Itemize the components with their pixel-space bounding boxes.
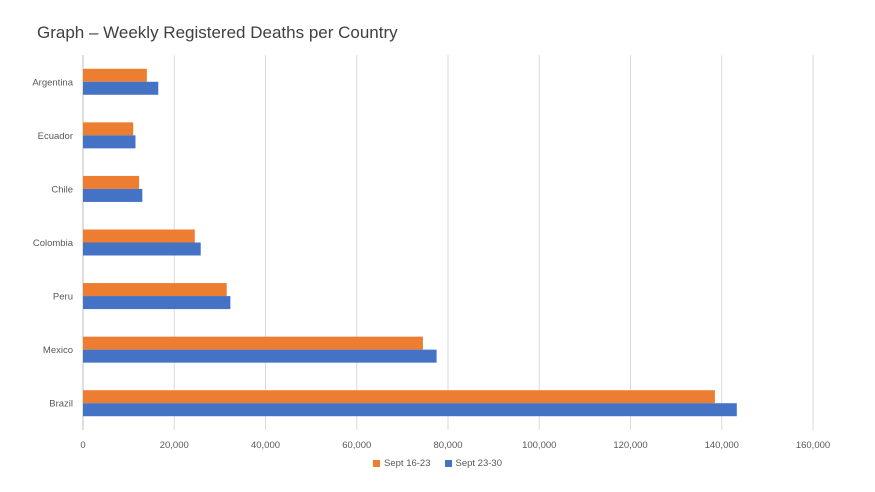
legend-item-sept-16-23: Sept 16-23 <box>373 458 431 469</box>
bar-mexico-sept-23-30 <box>83 349 437 363</box>
x-tick-label-0: 0 <box>80 440 85 451</box>
x-tick-label-40-000: 40,000 <box>251 440 280 451</box>
x-tick-label-100-000: 100,000 <box>522 440 556 451</box>
x-tick-label-80-000: 80,000 <box>433 440 462 451</box>
legend-swatch-sept-23-30 <box>444 460 452 467</box>
y-tick-label-ecuador: Ecuador <box>38 131 73 142</box>
x-tick-label-60-000: 60,000 <box>342 440 371 451</box>
legend-label-sept-23-30: Sept 23-30 <box>455 458 502 469</box>
y-tick-label-chile: Chile <box>51 184 73 195</box>
y-tick-label-mexico: Mexico <box>43 345 73 356</box>
y-tick-label-argentina: Argentina <box>32 77 73 88</box>
x-tick-label-140-000: 140,000 <box>705 440 739 451</box>
x-tick-label-20-000: 20,000 <box>160 440 189 451</box>
bar-peru-sept-23-30 <box>83 296 231 310</box>
y-tick-label-colombia: Colombia <box>33 238 74 249</box>
bar-argentina-sept-23-30 <box>83 81 159 95</box>
bar-colombia-sept-23-30 <box>83 242 201 256</box>
legend-label-sept-16-23: Sept 16-23 <box>384 458 431 469</box>
x-tick-label-120-000: 120,000 <box>613 440 647 451</box>
bar-chile-sept-16-23 <box>83 175 140 189</box>
chart-title: Graph – Weekly Registered Deaths per Cou… <box>37 23 398 42</box>
bar-chile-sept-23-30 <box>83 188 143 202</box>
bar-colombia-sept-16-23 <box>83 229 195 243</box>
bar-ecuador-sept-16-23 <box>83 122 134 136</box>
bar-argentina-sept-16-23 <box>83 68 147 82</box>
legend-swatch-sept-16-23 <box>373 460 381 467</box>
bar-mexico-sept-16-23 <box>83 336 423 350</box>
bar-ecuador-sept-23-30 <box>83 135 136 149</box>
bar-brazil-sept-16-23 <box>83 390 715 404</box>
y-tick-label-peru: Peru <box>53 292 73 303</box>
bar-peru-sept-16-23 <box>83 283 227 297</box>
legend-item-sept-23-30: Sept 23-30 <box>444 458 502 469</box>
chart-legend: Sept 16-23 Sept 23-30 <box>0 458 875 469</box>
y-tick-label-brazil: Brazil <box>49 399 73 410</box>
x-tick-label-160-000: 160,000 <box>796 440 830 451</box>
bar-brazil-sept-23-30 <box>83 403 737 417</box>
